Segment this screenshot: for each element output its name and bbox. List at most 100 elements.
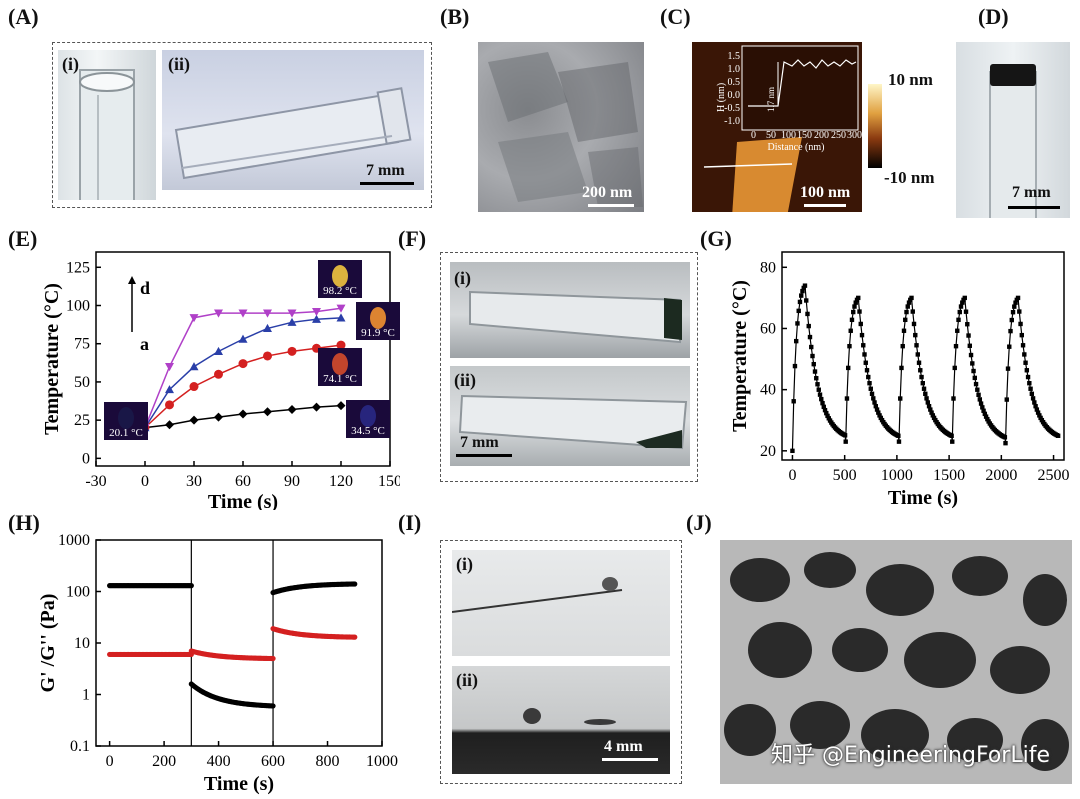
data-point — [868, 386, 873, 391]
data-point — [238, 359, 248, 369]
data-point — [796, 308, 801, 314]
data-point — [909, 295, 914, 301]
data-point — [928, 407, 933, 412]
inset-xtick: 150 — [797, 130, 812, 141]
panel-A-i-photo — [58, 50, 156, 200]
inset-ytick: -0.5 — [724, 103, 740, 114]
data-point — [919, 374, 924, 380]
data-point — [1024, 368, 1030, 373]
y-tick-label: 75 — [74, 336, 90, 353]
panel-F-sub-ii: (ii) — [454, 370, 476, 390]
data-point — [824, 410, 829, 416]
data-point — [1008, 328, 1013, 334]
data-point — [287, 404, 297, 414]
x-tick-label: 120 — [329, 473, 353, 490]
data-point — [963, 309, 969, 314]
data-point — [970, 361, 975, 366]
y-tick-label: 1000 — [58, 532, 90, 549]
data-point — [965, 322, 970, 327]
data-point — [952, 365, 957, 371]
data-point — [263, 309, 272, 318]
y-axis-label: Temperature (°C) — [41, 283, 63, 435]
watermark: 知乎 @EngineeringForLife — [770, 743, 1050, 768]
data-point — [1033, 403, 1038, 409]
data-point — [794, 338, 799, 344]
panel-G-chart: 0 500 1000 1500 2000 2500 20 40 60 80 Time (s) Temp… — [729, 251, 1070, 509]
data-point — [977, 397, 983, 402]
y-axis-label: G' /G'' (Pa) — [37, 594, 59, 693]
data-point-storage-modulus — [188, 583, 194, 589]
inset-xlabel: Distance (nm) — [768, 142, 825, 153]
data-point — [981, 408, 986, 413]
y-tick-label: 40 — [760, 382, 776, 399]
data-point — [165, 420, 174, 430]
data-point — [869, 391, 875, 396]
data-point — [900, 343, 905, 349]
thermal-hotspot — [370, 307, 386, 329]
panel-B-label: (B) — [440, 4, 470, 29]
data-point — [165, 363, 174, 372]
panel-B-tem-image — [478, 42, 644, 212]
data-point — [807, 334, 813, 340]
data-point — [810, 353, 815, 359]
data-point — [857, 309, 862, 314]
data-point — [263, 407, 272, 417]
y-tick-label: 0 — [82, 450, 90, 467]
x-tick-label: -30 — [85, 473, 106, 490]
data-point — [312, 314, 321, 323]
data-point — [971, 368, 976, 374]
data-point — [819, 396, 824, 402]
data-point — [896, 439, 902, 444]
data-point — [1010, 310, 1016, 315]
data-point — [849, 317, 855, 323]
porous-network-texture — [724, 552, 1069, 771]
data-point-storage-modulus — [270, 703, 276, 709]
data-point — [949, 433, 954, 438]
vial-top-image — [79, 69, 135, 200]
data-point — [975, 387, 980, 392]
data-point — [1007, 344, 1012, 349]
data-point — [863, 360, 868, 365]
data-point — [906, 300, 912, 305]
inverted-vial-gel-image — [989, 64, 1037, 218]
data-point — [214, 309, 223, 318]
data-point — [861, 343, 866, 348]
thermal-temp-label: 74.1 °C — [323, 373, 357, 385]
data-point — [238, 334, 248, 343]
x-tick-label: 0 — [788, 467, 796, 484]
data-point — [958, 304, 964, 309]
data-point — [1032, 400, 1037, 405]
thermal-hotspot — [360, 405, 376, 427]
data-point — [873, 403, 878, 409]
data-point — [921, 386, 927, 391]
panel-I-i-photo — [452, 550, 670, 656]
data-point — [802, 283, 808, 288]
panel-D-photo — [956, 42, 1070, 218]
data-point-loss-modulus — [270, 655, 276, 662]
y-tick-label: 60 — [760, 320, 776, 337]
data-point — [910, 309, 915, 314]
data-point — [867, 380, 872, 386]
data-point — [1012, 304, 1017, 309]
data-point — [962, 295, 967, 301]
data-point — [877, 413, 882, 418]
data-point — [913, 332, 918, 338]
inset-xtick: 250 — [831, 130, 846, 141]
data-point — [982, 411, 988, 417]
data-point — [953, 343, 959, 349]
trend-arrow-head — [128, 276, 136, 284]
inset-ytick: 0.0 — [728, 90, 741, 101]
y-axis-label: Temperature (°C) — [729, 280, 751, 432]
data-point — [1034, 407, 1040, 412]
data-point — [916, 360, 922, 365]
x-tick-label: 30 — [186, 473, 202, 490]
x-tick-label: 200 — [152, 753, 176, 770]
data-point — [874, 407, 880, 412]
data-point — [801, 285, 806, 291]
data-point — [817, 392, 823, 397]
data-point — [805, 311, 810, 317]
data-point — [1055, 433, 1061, 438]
data-point — [816, 387, 821, 392]
data-point — [896, 433, 901, 438]
data-point — [214, 412, 223, 422]
